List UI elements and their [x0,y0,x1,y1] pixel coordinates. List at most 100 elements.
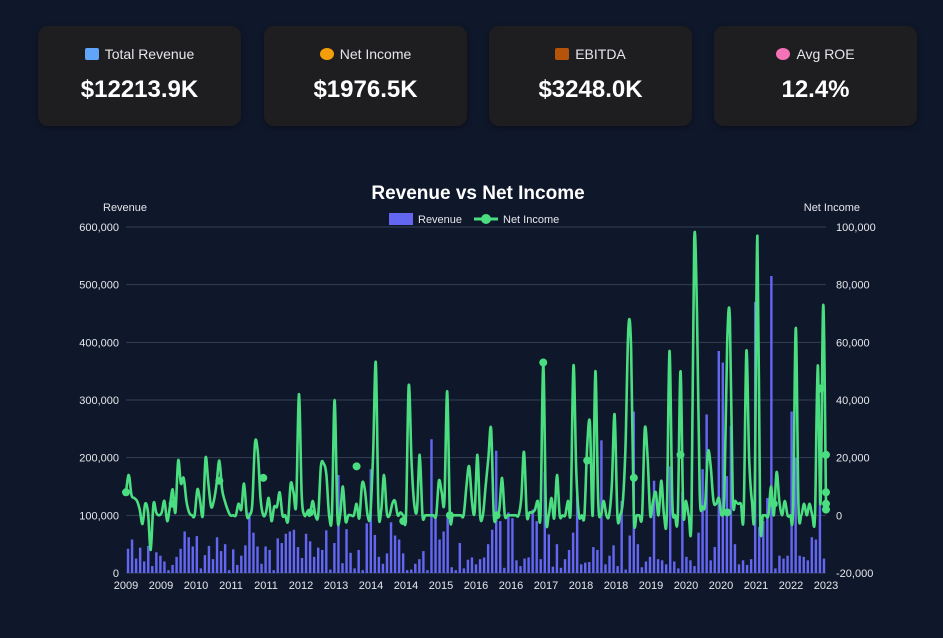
revenue-bar [312,556,316,573]
revenue-bar [737,564,741,573]
x-tick-label: 2014 [394,580,418,592]
x-tick-label: 2020 [709,580,733,592]
y2-tick-label: 0 [836,510,842,522]
revenue-bar [733,544,737,573]
revenue-bar [422,551,425,573]
revenue-bar [612,545,615,573]
revenue-bar [818,451,822,573]
revenue-bar [770,276,773,573]
revenue-bar [466,559,470,573]
revenue-bar [381,563,385,573]
grid [126,226,826,574]
revenue-bar [256,546,259,573]
x-tick-label: 2011 [219,580,243,592]
legend-swatch-revenue[interactable] [389,213,413,225]
revenue-bar [729,425,733,573]
x-tick-label: 2018 [604,580,628,592]
revenue-bar [527,557,530,573]
revenue-bar [725,476,729,573]
revenue-bar [664,564,668,573]
revenue-bar [183,531,186,573]
revenue-bar [284,533,288,573]
revenue-bar [159,555,162,573]
revenue-bar [616,566,619,573]
revenue-bar [543,472,546,573]
net-income-marker [168,499,177,508]
revenue-bar [814,539,818,573]
revenue-bar [774,568,777,573]
revenue-bar [741,560,745,573]
revenue-bar [555,544,559,573]
x-tick-label: 2010 [184,580,208,592]
revenue-bar [126,548,130,573]
revenue-bar [709,560,712,573]
x-tick-label: 2013 [324,580,348,592]
x-tick-label: 2020 [674,580,698,592]
revenue-bar [138,547,142,573]
kpi-card-total-revenue: Total Revenue $12213.9K [38,26,241,126]
revenue-bar [652,480,656,573]
revenue-bar [790,411,793,573]
y-tick-label: 400,000 [79,337,119,349]
revenue-bar [762,521,765,573]
legend-swatch-net-income-dot[interactable] [481,214,491,224]
revenue-bar [499,521,502,573]
revenue-bar [701,469,704,573]
revenue-bar [244,545,247,573]
x-tick-label: 2012 [289,580,313,592]
revenue-bar [147,545,150,573]
revenue-bar [389,522,393,573]
legend-label-revenue[interactable]: Revenue [418,214,462,226]
revenue-bar [296,547,300,573]
revenue-bar [401,553,405,573]
revenue-bar [559,567,563,573]
revenue-bar [187,537,190,573]
revenue-bar [624,569,627,573]
kpi-label-text: EBITDA [575,46,626,62]
revenue-bar [604,564,607,573]
revenue-bar [288,531,292,573]
revenue-bar [410,569,413,573]
brain-icon [776,48,791,60]
revenue-bar [300,558,304,573]
revenue-bar [478,559,482,573]
revenue-bar [584,562,587,573]
revenue-bar [292,529,296,573]
y2-tick-label: 100,000 [836,222,876,234]
revenue-bar [171,564,174,573]
revenue-bar [430,439,433,573]
revenue-bar [414,563,417,573]
revenue-bar [802,556,805,573]
kpi-value: $12213.9K [80,76,199,103]
revenue-bar [329,569,332,573]
revenue-bar [693,566,696,573]
revenue-bar [656,559,660,573]
revenue-bar [681,492,684,573]
revenue-bar [203,555,207,573]
kpi-label-text: Net Income [339,46,412,62]
revenue-bar [365,523,368,573]
revenue-bar [486,544,490,573]
net-income-marker [399,517,408,526]
y-tick-label: 300,000 [79,395,119,407]
revenue-bar [163,561,166,573]
x-tick-label: 2017 [534,580,558,592]
revenue-bar [418,559,421,573]
net-income-markers [122,358,830,526]
revenue-bar [134,558,138,573]
revenue-bar [219,551,223,573]
net-income-marker [445,511,454,520]
kpi-row: Total Revenue $12213.9K Net Income $1976… [38,26,917,126]
revenue-bar [373,534,377,573]
legend-label-net-income[interactable]: Net Income [503,214,559,226]
kpi-card-avg-roe: Avg ROE 12.4% [714,26,917,126]
money-bag-icon [319,48,334,60]
net-income-marker [816,384,825,393]
revenue-bar [462,568,466,573]
revenue-bar [167,570,170,573]
net-income-marker [539,358,548,367]
kpi-label-text: Total Revenue [104,46,195,62]
kpi-label: EBITDA [489,46,692,62]
revenue-bar [207,545,211,573]
revenue-bar [507,512,510,573]
